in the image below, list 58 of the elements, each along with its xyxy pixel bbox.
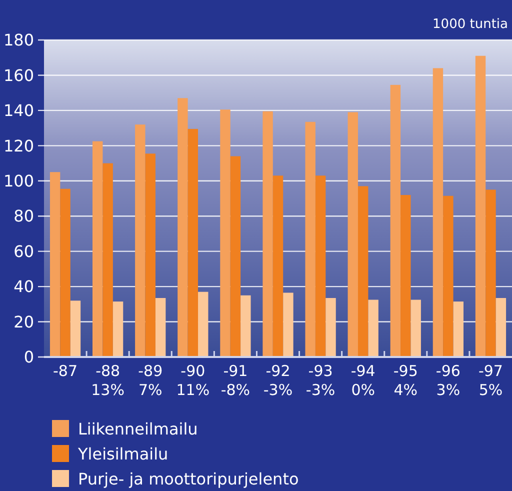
x-tick-label: -94 0%	[350, 362, 376, 399]
y-axis-title: 1000 tuntia	[432, 17, 508, 32]
bar	[112, 302, 124, 357]
bar	[496, 298, 506, 357]
bar	[283, 292, 294, 357]
bar	[230, 156, 241, 357]
bar	[315, 176, 326, 357]
bar	[262, 111, 273, 357]
bar	[326, 298, 336, 357]
bar	[443, 196, 454, 357]
legend-label: Purje- ja moottoripurjelento	[78, 470, 299, 489]
bar	[348, 112, 358, 357]
bar	[198, 292, 208, 357]
bar	[102, 163, 113, 357]
bar	[272, 176, 284, 357]
bar	[400, 194, 411, 357]
x-tick-label: -92 -3%	[263, 362, 293, 399]
bar	[390, 84, 401, 357]
bar	[70, 300, 81, 357]
bar	[475, 56, 486, 357]
y-tick-label: 120	[3, 136, 34, 156]
x-tick-label: -93 -3%	[306, 362, 336, 399]
x-tick-label: -91 -8%	[220, 362, 250, 399]
x-tick-label: -89 7%	[138, 362, 163, 399]
legend-label: Yleisilmailu	[77, 444, 168, 464]
y-tick-label: 20	[14, 312, 34, 332]
y-tick-label: 0	[24, 348, 34, 367]
bar	[60, 188, 70, 357]
bar	[305, 122, 316, 357]
y-tick-label: 40	[14, 277, 34, 296]
bar	[358, 186, 368, 357]
y-tick-label: 160	[3, 66, 34, 85]
y-tick-label: 60	[14, 242, 34, 261]
bar	[453, 302, 464, 357]
bar	[135, 124, 146, 357]
bar	[410, 300, 421, 357]
x-tick-label: -88 13%	[91, 362, 124, 399]
bar	[155, 298, 166, 357]
bar	[486, 190, 496, 357]
x-tick-label: -90 11%	[176, 362, 210, 399]
bar	[92, 141, 103, 357]
bar	[178, 98, 188, 357]
bar	[188, 128, 198, 357]
x-tick-label: -87	[53, 362, 78, 380]
x-tick-label: -95 4%	[393, 362, 418, 399]
y-tick-label: 80	[14, 206, 34, 226]
y-tick-label: 140	[3, 101, 34, 120]
legend-label: Liikenneilmailu	[78, 420, 198, 439]
bar	[220, 110, 230, 357]
bar	[145, 154, 156, 357]
x-tick-label: -96 3%	[436, 362, 460, 399]
y-tick-label: 180	[3, 30, 34, 50]
bar	[240, 295, 251, 357]
y-tick-label: 100	[3, 171, 34, 190]
bar	[368, 300, 378, 357]
bar	[50, 172, 60, 357]
bar	[432, 68, 444, 357]
x-tick-label: -97 5%	[478, 362, 503, 399]
